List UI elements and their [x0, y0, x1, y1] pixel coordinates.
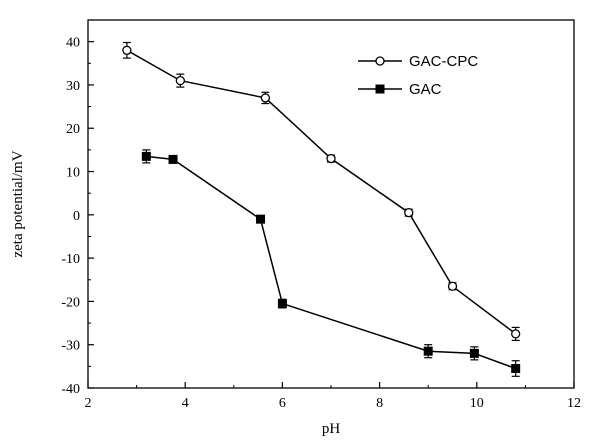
y-tick-label-6: 20 [66, 122, 80, 137]
y-tick-label-2: -20 [61, 295, 80, 310]
data-point-gac-cpc-4 [404, 208, 414, 218]
x-tick-label-0: 2 [85, 396, 92, 411]
data-point-gac-1 [168, 154, 178, 164]
legend: GAC-CPC GAC [358, 53, 478, 98]
tick-labels: 2 4 6 8 10 12 -40 -30 -20 -10 0 10 20 30 40 [61, 36, 581, 411]
legend-label-gac-cpc: GAC-CPC [409, 53, 478, 70]
y-tick-label-5: 10 [66, 166, 80, 181]
series-gac-cpc [122, 41, 521, 341]
data-point-gac-cpc-6 [511, 329, 521, 339]
x-tick-label-1: 4 [182, 396, 189, 411]
data-point-gac-cpc-3 [326, 153, 336, 164]
y-axis-label: zeta potential/mV [10, 150, 26, 257]
x-tick-label-2: 6 [279, 396, 286, 411]
x-tick-label-3: 8 [376, 396, 383, 411]
y-tick-label-1: -30 [61, 339, 80, 354]
legend-marker-gac-cpc [375, 56, 385, 66]
y-tick-label-4: 0 [73, 209, 80, 224]
data-point-gac-2 [256, 214, 266, 224]
data-point-gac-cpc-0 [122, 45, 132, 55]
y-tick-label-7: 30 [66, 79, 80, 94]
series-layer [122, 41, 521, 377]
data-point-gac-4 [423, 346, 433, 356]
data-point-gac-cpc-5 [447, 281, 458, 291]
legend-item-gac: GAC [358, 81, 442, 98]
data-point-gac-3 [277, 299, 287, 309]
x-axis-label: pH [322, 421, 341, 437]
tick-marks [87, 41, 575, 389]
y-tick-label-0: -40 [61, 382, 80, 397]
legend-marker-gac [375, 84, 385, 94]
legend-item-gac-cpc: GAC-CPC [358, 53, 478, 70]
data-point-gac-6 [511, 364, 521, 374]
data-point-gac-cpc-2 [260, 93, 271, 103]
data-point-gac-cpc-1 [175, 75, 185, 86]
y-tick-label-8: 40 [66, 36, 80, 51]
x-tick-label-5: 12 [567, 396, 581, 411]
data-point-gac-5 [469, 348, 479, 358]
legend-label-gac: GAC [409, 81, 442, 98]
data-point-gac-0 [141, 151, 151, 161]
y-tick-label-3: -10 [61, 252, 80, 267]
series-gac [141, 149, 521, 377]
x-tick-label-4: 10 [470, 396, 484, 411]
